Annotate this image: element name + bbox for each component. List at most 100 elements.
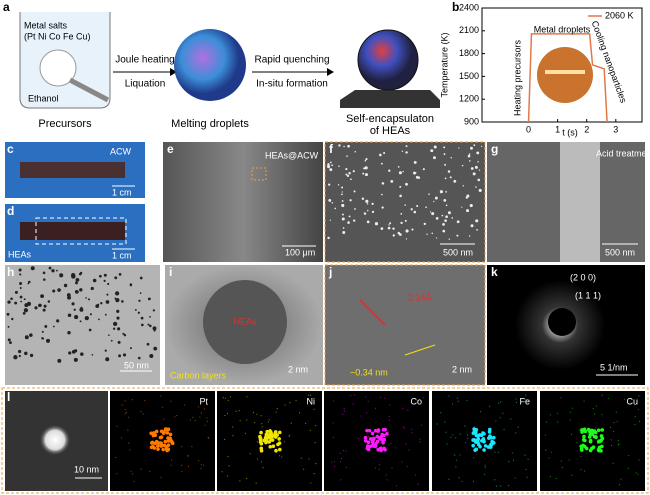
nanoparticle xyxy=(147,297,151,301)
nanoparticle xyxy=(75,277,80,282)
text: Rapid quenching xyxy=(254,55,329,66)
signal xyxy=(275,411,277,413)
text: (Pt Ni Co Fe Cu) xyxy=(24,31,91,41)
signal xyxy=(372,444,377,448)
nanoparticle xyxy=(327,236,330,240)
signal xyxy=(342,450,344,452)
signal xyxy=(444,421,446,423)
signal xyxy=(582,434,586,439)
nanoparticle xyxy=(363,212,367,215)
signal xyxy=(592,434,597,439)
signal xyxy=(258,436,263,441)
panel-label: i xyxy=(169,265,172,279)
signal xyxy=(515,432,517,434)
signal xyxy=(165,448,169,453)
signal xyxy=(637,408,640,411)
fiber xyxy=(560,142,600,262)
signal xyxy=(124,408,126,411)
signal xyxy=(262,466,264,469)
signal xyxy=(484,473,486,475)
nanoparticle xyxy=(366,220,370,224)
nanoparticle xyxy=(472,172,476,176)
signal xyxy=(288,435,290,437)
signal xyxy=(315,424,317,427)
signal xyxy=(596,448,601,452)
nanoparticle xyxy=(398,171,402,175)
signal xyxy=(508,461,510,463)
nanoparticle xyxy=(140,316,144,320)
signal xyxy=(315,463,317,465)
signal xyxy=(183,404,186,406)
signal xyxy=(154,429,159,434)
signal xyxy=(261,426,263,428)
nanoparticle xyxy=(469,203,473,208)
signal xyxy=(498,451,500,454)
nanoparticle xyxy=(428,193,430,195)
nanoparticle xyxy=(138,299,141,302)
nanoparticle xyxy=(114,291,120,296)
signal xyxy=(174,416,176,418)
signal xyxy=(261,423,263,425)
nanoparticle xyxy=(43,304,47,308)
signal xyxy=(489,405,491,407)
panel-label: c xyxy=(7,142,14,156)
text: HEAs@ACW xyxy=(265,150,319,160)
nanoparticle xyxy=(89,313,92,316)
signal xyxy=(579,447,584,451)
signal xyxy=(455,437,457,439)
signal xyxy=(308,394,310,396)
text: 2 nm xyxy=(288,364,308,374)
signal xyxy=(610,444,613,447)
signal xyxy=(339,461,342,463)
nanoparticle xyxy=(57,288,61,292)
y-tick-label: 1800 xyxy=(459,48,479,58)
signal xyxy=(367,428,372,433)
nanoparticle xyxy=(371,202,374,205)
nanoparticle xyxy=(71,350,76,354)
signal xyxy=(313,473,315,475)
signal xyxy=(144,399,146,402)
nanoparticle xyxy=(430,149,434,153)
panel-k: (2 0 0) (1 1 1) 5 1/nm xyxy=(487,265,645,385)
signal xyxy=(571,407,573,409)
particle xyxy=(39,424,71,456)
signal xyxy=(557,421,559,423)
nanoparticle xyxy=(41,330,44,333)
nanoparticle xyxy=(110,339,113,342)
signal xyxy=(637,473,639,475)
beam-stop xyxy=(548,308,576,336)
nanoparticle xyxy=(57,358,62,363)
nanoparticle xyxy=(400,221,403,225)
signal xyxy=(128,416,130,418)
nanoparticle xyxy=(388,224,390,226)
signal xyxy=(550,414,552,416)
nanoparticle xyxy=(449,176,452,179)
signal xyxy=(332,422,334,424)
signal xyxy=(411,428,413,430)
nanoparticle xyxy=(19,287,22,289)
arrow-head xyxy=(327,68,334,76)
nanoparticle xyxy=(401,150,404,153)
signal xyxy=(524,454,526,456)
nanoparticle xyxy=(441,214,444,217)
image xyxy=(324,264,486,386)
signal xyxy=(310,482,312,484)
signal xyxy=(445,431,447,433)
text: ~0.34 nm xyxy=(350,367,388,377)
nanoparticle xyxy=(23,308,29,313)
signal xyxy=(595,427,597,429)
signal xyxy=(634,416,636,418)
signal xyxy=(284,404,286,406)
signal xyxy=(343,410,346,412)
nanoparticle xyxy=(477,178,481,182)
nanoparticle xyxy=(481,145,483,147)
nanoparticle xyxy=(75,349,78,352)
panel-d: HEAs 1 cm xyxy=(5,204,145,262)
nanoparticle xyxy=(139,292,142,294)
nanoparticle xyxy=(73,357,78,362)
signal xyxy=(474,430,478,435)
nanoparticle xyxy=(341,191,343,193)
signal xyxy=(495,485,498,487)
signal xyxy=(487,430,492,434)
nanoparticle xyxy=(442,229,446,233)
